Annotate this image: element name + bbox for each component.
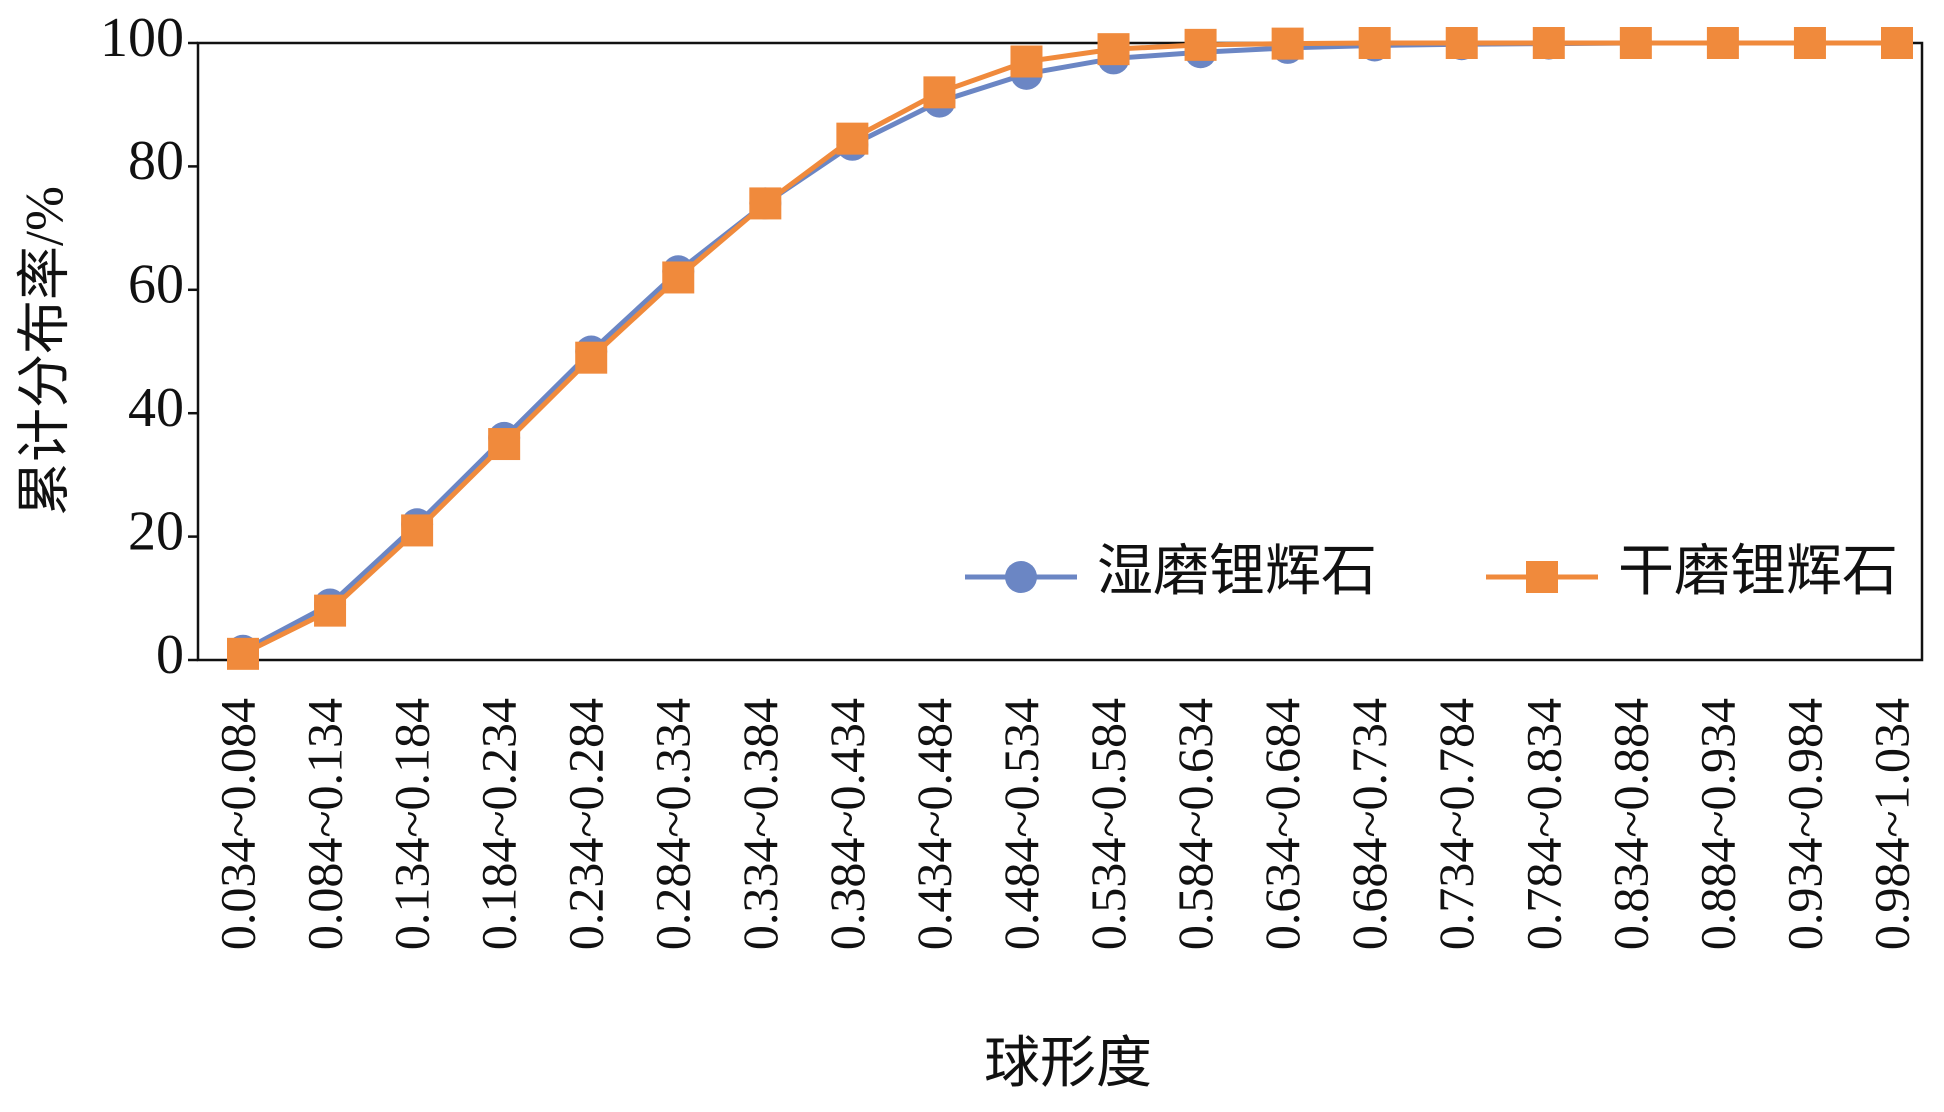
x-tick-label: 0.884~0.934 <box>1689 698 1745 950</box>
data-point <box>1271 27 1304 60</box>
data-point <box>923 76 956 109</box>
plot-frame <box>196 41 1924 662</box>
legend-label: 湿磨锂辉石 <box>1097 541 1377 603</box>
x-tick-label: 0.984~1.034 <box>1863 698 1919 950</box>
legend-marker <box>1526 561 1558 593</box>
legend-label: 干磨锂辉石 <box>1618 541 1898 603</box>
data-point <box>575 341 608 374</box>
x-tick-label: 0.334~0.384 <box>732 698 788 950</box>
x-tick-label: 0.784~0.834 <box>1515 698 1571 950</box>
x-axis-label: 球形度 <box>984 1033 1152 1095</box>
x-tick-label: 0.634~0.684 <box>1254 698 1310 950</box>
y-tick-label: 60 <box>128 254 184 316</box>
data-point <box>662 261 695 294</box>
x-tick-label: 0.384~0.434 <box>819 698 875 950</box>
x-tick-label: 0.284~0.334 <box>645 698 701 950</box>
data-point <box>1097 33 1130 66</box>
data-point <box>1184 28 1217 61</box>
legend-marker <box>1005 561 1037 593</box>
data-point <box>749 187 782 220</box>
data-point <box>836 122 869 155</box>
x-tick-label: 0.034~0.084 <box>209 698 265 950</box>
data-point <box>488 428 521 461</box>
data-point <box>1619 27 1652 59</box>
x-tick-label: 0.484~0.534 <box>993 698 1049 950</box>
y-tick-label: 100 <box>100 7 184 69</box>
x-tick-label: 0.184~0.234 <box>471 698 527 950</box>
data-point <box>1358 27 1391 59</box>
x-tick-label: 0.834~0.884 <box>1602 698 1658 950</box>
data-point <box>1706 27 1739 59</box>
y-tick-label: 20 <box>128 500 184 562</box>
x-tick-label: 0.584~0.634 <box>1167 698 1223 950</box>
y-tick-label: 40 <box>128 377 184 439</box>
data-point <box>1010 45 1043 78</box>
y-tick-label: 80 <box>128 130 184 192</box>
x-tick-label: 0.134~0.184 <box>384 698 440 950</box>
data-point <box>1793 27 1826 59</box>
x-tick-label: 0.434~0.484 <box>906 698 962 950</box>
x-tick-label: 0.734~0.784 <box>1428 698 1484 950</box>
x-tick-label: 0.084~0.134 <box>297 698 353 950</box>
y-axis-label: 累计分布率/% <box>14 186 74 516</box>
x-tick-label: 0.234~0.284 <box>558 698 614 950</box>
data-point <box>314 594 347 627</box>
y-tick-label: 0 <box>156 624 184 686</box>
data-point <box>401 514 434 547</box>
x-tick-label: 0.684~0.734 <box>1341 698 1397 950</box>
data-point <box>1532 27 1565 59</box>
x-tick-label: 0.534~0.584 <box>1080 698 1136 950</box>
data-point <box>1445 27 1478 59</box>
x-tick-label: 0.934~0.984 <box>1776 698 1832 950</box>
data-point <box>227 637 259 670</box>
data-point <box>1881 27 1913 59</box>
